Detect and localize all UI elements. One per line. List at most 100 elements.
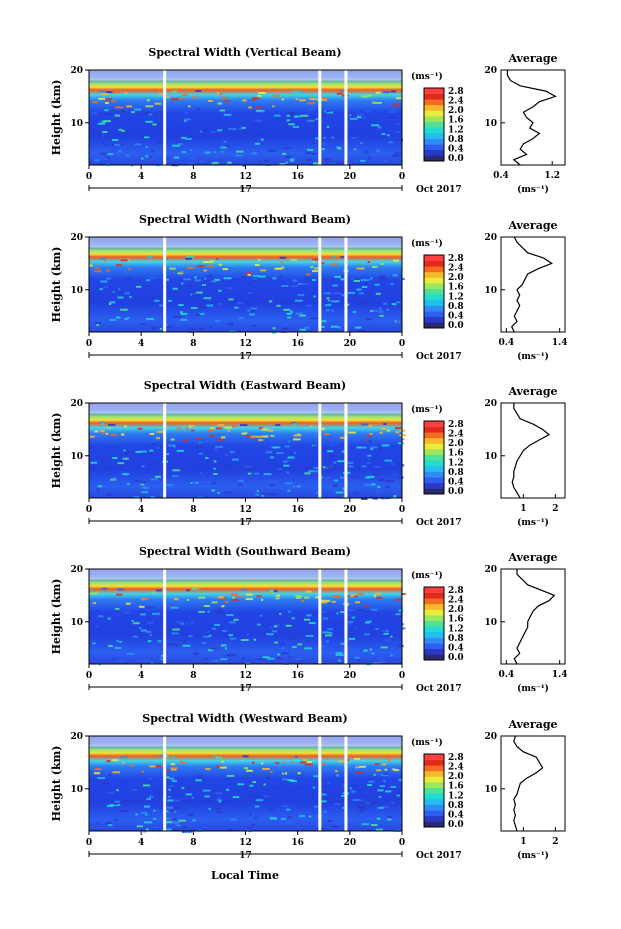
heatmap-cell (101, 432, 105, 435)
heatmap-cell (214, 135, 218, 138)
heatmap-cell (304, 647, 312, 650)
heatmap-cell (164, 755, 169, 758)
heatmap-cell (255, 493, 260, 496)
colorbar-frame (423, 586, 445, 661)
heatmap-cell (271, 630, 278, 633)
colorbar-tick-label: 2.0 (448, 772, 464, 782)
heatmap-cell (124, 781, 128, 784)
heatmap-cell (211, 162, 216, 165)
heatmap-cell (130, 164, 134, 167)
heatmap-cell (123, 611, 130, 614)
x-tick-label: 12 (239, 671, 252, 681)
average-y-tick-label: 10 (484, 286, 497, 296)
heatmap-cell (336, 92, 343, 95)
heatmap-cell (327, 450, 334, 453)
x-tick-label: 12 (239, 172, 252, 182)
heatmap-cell (110, 155, 114, 158)
heatmap-cell (217, 491, 220, 494)
heatmap-cell (340, 795, 346, 797)
heatmap-cell (367, 784, 372, 786)
heatmap-cell (322, 786, 331, 788)
heatmap-cell (367, 157, 371, 160)
heatmap-cell (254, 264, 260, 266)
heatmap-cell (171, 90, 177, 93)
heatmap-cell (383, 302, 387, 305)
heatmap-cell (301, 599, 305, 602)
heatmap-cell (184, 617, 188, 620)
heatmap-cell (274, 641, 279, 644)
heatmap-cell (312, 279, 317, 281)
heatmap-cell (286, 119, 291, 122)
heatmap-cell (94, 430, 99, 433)
heatmap-cell (360, 300, 367, 303)
heatmap-cell (373, 594, 377, 597)
heatmap-cell (258, 92, 266, 94)
heatmap-cell (126, 602, 131, 605)
colorbar-tick-label: 2.8 (448, 753, 464, 763)
heatmap-cell (354, 595, 358, 598)
heatmap-cell (168, 788, 171, 791)
heatmap-cell (277, 467, 283, 470)
heatmap-cell (372, 309, 377, 312)
heatmap-cell (131, 619, 134, 622)
heatmap-cell (115, 607, 120, 610)
heatmap-cell (148, 113, 153, 116)
heatmap-cell (311, 152, 318, 155)
heatmap-cell (221, 605, 225, 608)
heatmap-cell (255, 106, 263, 109)
heatmap-cell (282, 646, 285, 649)
heatmap-cell (312, 445, 318, 448)
heatmap-cell (213, 467, 217, 470)
heatmap-cell (117, 462, 124, 465)
heatmap-cell (108, 824, 113, 827)
heatmap-cell (224, 600, 229, 603)
average-x-tick-label: 0.4 (493, 171, 509, 181)
heatmap-cell (180, 622, 185, 625)
average-y-tick-label: 20 (484, 399, 497, 409)
data-gap (163, 237, 167, 332)
heatmap-cell (230, 593, 238, 596)
heatmap-cell (131, 111, 135, 114)
colorbar-segment (424, 821, 444, 828)
heatmap-cell (262, 435, 269, 438)
upper-sparse-region (89, 569, 402, 580)
heatmap-cell (203, 297, 212, 300)
heatmap-cell (226, 287, 233, 290)
colorbar-segment (424, 311, 444, 318)
heatmap-cell (127, 259, 130, 262)
heatmap-cell (219, 766, 227, 769)
heatmap-cell (185, 633, 189, 636)
heatmap-cell (221, 760, 224, 763)
colorbar-segment (424, 810, 444, 817)
heatmap-cell (341, 288, 347, 291)
heatmap-cell (233, 278, 239, 281)
heatmap-cell (202, 641, 206, 644)
heatmap-cell (272, 331, 276, 334)
heatmap-cell (134, 143, 142, 146)
heatmap-cell (156, 430, 164, 433)
heatmap-cell (169, 774, 178, 777)
heatmap-cell (145, 279, 151, 282)
heatmap-cell (228, 298, 234, 301)
heatmap-cell (124, 292, 130, 295)
data-gap (163, 403, 167, 498)
heatmap-cell (326, 125, 330, 128)
colorbar-segment (424, 626, 444, 633)
heatmap-cell (197, 303, 203, 306)
heatmap-cell (372, 662, 379, 665)
heatmap-cell (146, 317, 154, 320)
heatmap-cell (334, 803, 342, 806)
heatmap-cell (268, 589, 275, 592)
heatmap-cell (262, 492, 267, 495)
heatmap-cell (259, 619, 267, 621)
heatmap-cell (232, 653, 237, 656)
heatmap-cell (373, 773, 376, 776)
heatmap-cell (338, 659, 341, 662)
y-tick-label: 20 (70, 233, 83, 243)
heatmap-cell (251, 781, 254, 784)
heatmap-cell (296, 596, 301, 599)
heatmap-cell (251, 152, 258, 155)
heatmap-cell (325, 640, 329, 643)
heatmap-cell (216, 427, 223, 430)
heatmap-cell (114, 800, 120, 803)
